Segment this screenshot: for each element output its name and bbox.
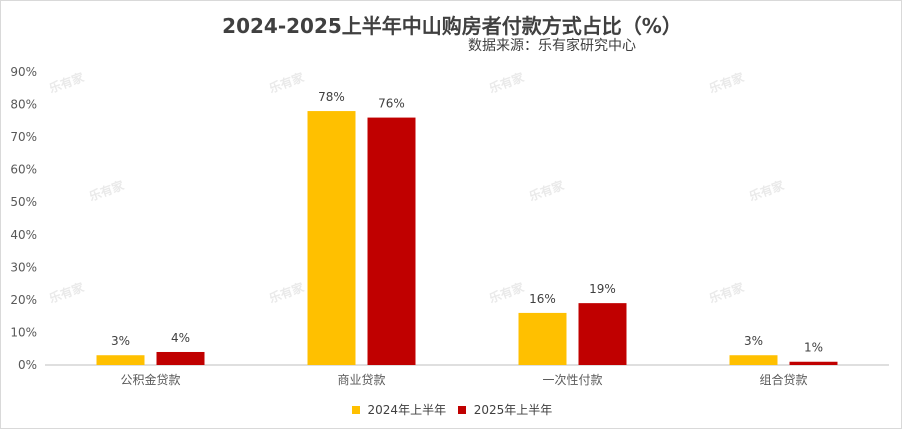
y-tick-label: 60% xyxy=(10,163,37,177)
y-tick-label: 20% xyxy=(10,293,37,307)
data-label: 76% xyxy=(378,97,405,111)
watermark: 乐有家 xyxy=(267,69,307,96)
legend-swatch-2025 xyxy=(457,406,466,414)
data-label: 3% xyxy=(111,334,130,348)
y-tick-label: 70% xyxy=(10,130,37,144)
legend-item-2024: 2024年上半年 xyxy=(351,401,447,418)
watermark: 乐有家 xyxy=(527,177,567,204)
legend-item-2025: 2025年上半年 xyxy=(457,401,553,418)
x-tick-label: 组合贷款 xyxy=(759,372,807,387)
watermark: 乐有家 xyxy=(487,279,527,306)
bar xyxy=(156,351,205,365)
watermark: 乐有家 xyxy=(47,69,87,96)
legend-label-2025: 2025年上半年 xyxy=(473,403,553,417)
legend: 2024年上半年 2025年上半年 xyxy=(1,401,902,418)
bar xyxy=(578,303,627,365)
data-label: 16% xyxy=(529,292,556,306)
data-label: 78% xyxy=(318,90,345,104)
x-tick-label: 一次性付款 xyxy=(542,373,602,387)
y-tick-label: 10% xyxy=(10,325,37,339)
watermark: 乐有家 xyxy=(707,279,747,306)
chart-title: 2024-2025上半年中山购房者付款方式占比（%） xyxy=(222,14,682,38)
bar xyxy=(518,312,567,365)
watermark: 乐有家 xyxy=(487,69,527,96)
chart-subtitle: 数据来源：乐有家研究中心 xyxy=(468,38,636,54)
data-label: 4% xyxy=(171,331,190,345)
bar xyxy=(729,355,778,365)
legend-label-2024: 2024年上半年 xyxy=(367,403,447,417)
bar xyxy=(789,361,838,365)
legend-swatch-2024 xyxy=(351,406,360,414)
watermark: 乐有家 xyxy=(267,279,307,306)
data-label: 1% xyxy=(804,341,823,355)
y-tick-label: 0% xyxy=(18,358,37,372)
y-tick-label: 80% xyxy=(10,98,37,112)
x-tick-label: 公积金贷款 xyxy=(120,372,180,387)
data-label: 3% xyxy=(744,334,763,348)
bar xyxy=(96,355,145,365)
x-tick-label: 商业贷款 xyxy=(337,372,385,387)
y-tick-label: 30% xyxy=(10,260,37,274)
y-tick-label: 40% xyxy=(10,228,37,242)
watermark: 乐有家 xyxy=(87,177,127,204)
data-label: 19% xyxy=(589,282,616,296)
watermark: 乐有家 xyxy=(47,279,87,306)
bar xyxy=(307,111,356,365)
y-tick-label: 50% xyxy=(10,195,37,209)
bar xyxy=(367,117,416,365)
y-tick-label: 90% xyxy=(10,65,37,79)
watermark: 乐有家 xyxy=(707,69,747,96)
watermark: 乐有家 xyxy=(747,177,787,204)
